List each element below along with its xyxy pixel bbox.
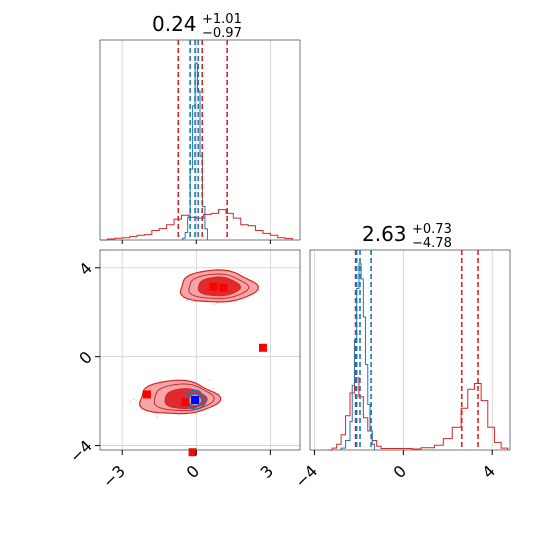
joint-ytick-label-0: −4 (66, 436, 96, 466)
top-frame (99, 39, 301, 241)
scatter-point (156, 416, 159, 419)
joint-xtick-label-1: 0 (182, 461, 203, 482)
scatter-point (217, 392, 220, 395)
red-contour-upper-inner (197, 276, 242, 297)
red-histogram-param1 (100, 209, 294, 241)
joint-xtick-label-0: −3 (99, 461, 129, 491)
red-contour-upper-mid (188, 273, 250, 299)
right-xtick-label-0: −4 (291, 461, 321, 491)
param2-title-plus: +0.73 (412, 222, 452, 237)
param2-title-value: 2.63 (362, 222, 407, 246)
param1-title-minus: −0.97 (202, 26, 242, 41)
scatter-point (240, 271, 243, 274)
scatter-point (216, 302, 218, 305)
right-xtick-label-2: 4 (478, 461, 499, 482)
joint-ytick-label-2: 4 (75, 259, 96, 280)
joint-xtick-label-2: 3 (257, 461, 278, 482)
scatter-point (209, 379, 211, 381)
right-xtick-label-1: 0 (390, 461, 411, 482)
red-marker-5 (188, 448, 197, 457)
scatter-point (213, 303, 215, 306)
joint-ytick-label-1: 0 (75, 347, 96, 368)
scatter-point (129, 400, 132, 403)
red-marker-3 (219, 283, 228, 292)
marginal-panel-param1 (99, 39, 301, 241)
param1-title-value: 0.24 (152, 12, 197, 36)
red-histogram-param2 (327, 377, 509, 451)
param2-title-minus: −4.78 (412, 236, 452, 251)
red-marker-4 (258, 343, 267, 352)
blue-marker (191, 396, 200, 404)
scatter-point (212, 387, 215, 390)
red-marker-0 (142, 390, 151, 399)
param1-title-plus: +1.01 (202, 12, 242, 27)
scatter-point (186, 299, 189, 301)
right-bg (310, 250, 510, 450)
red-marker-1 (181, 398, 190, 407)
joint-frame (99, 249, 301, 451)
scatter-point (258, 290, 261, 292)
scatter-point (133, 398, 135, 400)
blue-histogram-param2 (340, 263, 375, 450)
joint-panel (99, 249, 301, 457)
red-marker-2 (209, 282, 218, 291)
right-frame (309, 249, 511, 451)
marginal-panel-param2 (309, 249, 511, 451)
